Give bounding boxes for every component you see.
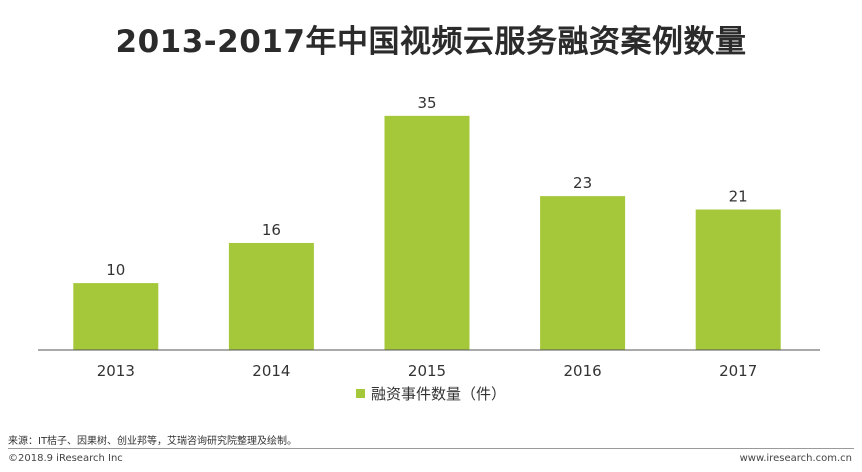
- x-tick-label: 2013: [97, 362, 135, 380]
- x-tick-label: 2015: [408, 362, 446, 380]
- x-tick-label: 2016: [564, 362, 602, 380]
- source-note: 来源：IT桔子、因果树、创业邦等，艾瑞咨询研究院整理及绘制。: [8, 436, 298, 447]
- bar: [540, 196, 626, 350]
- bar: [228, 242, 314, 350]
- data-label: 10: [106, 261, 125, 279]
- data-label: 23: [573, 174, 592, 192]
- x-tick-label: 2017: [719, 362, 757, 380]
- data-label: 21: [729, 188, 748, 206]
- website-link[interactable]: www.iresearch.com.cn: [739, 453, 852, 464]
- bar: [73, 283, 159, 350]
- legend: 融资事件数量（件）: [0, 383, 862, 404]
- data-label: 35: [417, 94, 436, 112]
- data-label: 16: [262, 221, 281, 239]
- footer-divider: [8, 448, 854, 449]
- chart-title: 2013-2017年中国视频云服务融资案例数量: [115, 24, 747, 60]
- legend-label: 融资事件数量（件）: [370, 385, 506, 403]
- copyright-text: ©2018.9 iResearch Inc: [8, 453, 123, 464]
- bar: [695, 209, 781, 350]
- legend-swatch: [355, 389, 365, 398]
- bar: [384, 115, 470, 350]
- x-tick-label: 2014: [252, 362, 290, 380]
